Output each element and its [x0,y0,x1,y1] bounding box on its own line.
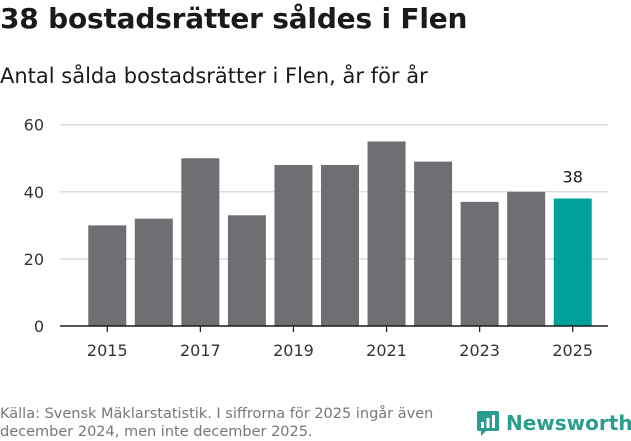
bars [60,141,608,327]
x-axis-ticks: 2015 2017 2019 2021 2023 2025 [87,326,593,360]
x-tick-label: 2023 [459,341,500,360]
y-tick-label: 40 [24,183,44,202]
bar-2017 [181,158,220,326]
newsworthy-logo[interactable]: Newsworthy [476,408,631,438]
bar-2023 [460,201,499,326]
bar-2020 [321,164,359,326]
bar-2021 [367,141,406,326]
x-tick-label: 2017 [180,341,221,360]
data-labels: 38 [563,168,583,187]
bar-chart: 0 20 40 60 2015 2017 2019 2021 2023 2025 38 [24,116,608,360]
y-tick-label: 0 [34,317,44,336]
source-note: Källa: Svensk Mäklarstatistik. I siffror… [0,406,434,440]
y-axis-ticks: 0 20 40 60 [24,116,44,336]
y-tick-label: 60 [24,116,44,135]
y-tick-label: 20 [24,250,44,269]
bar-2016 [134,218,173,326]
brand-name: Newsworthy [506,411,631,435]
x-tick-label: 2019 [273,341,314,360]
x-tick-label: 2025 [552,341,593,360]
chart-title: 38 bostadsrätter såldes i Flen [0,2,468,35]
x-tick-label: 2021 [366,341,407,360]
bar-2022 [414,161,453,326]
bar-2024 [507,191,546,326]
data-label: 38 [563,168,583,187]
bar-2019 [274,164,313,326]
newsworthy-logo-icon [477,411,499,436]
bar-2025 [553,198,592,326]
x-tick-label: 2015 [87,341,128,360]
bar-2018 [227,215,266,326]
chart-subtitle: Antal sålda bostadsrätter i Flen, år för… [0,64,428,88]
bar-2015 [88,225,127,326]
